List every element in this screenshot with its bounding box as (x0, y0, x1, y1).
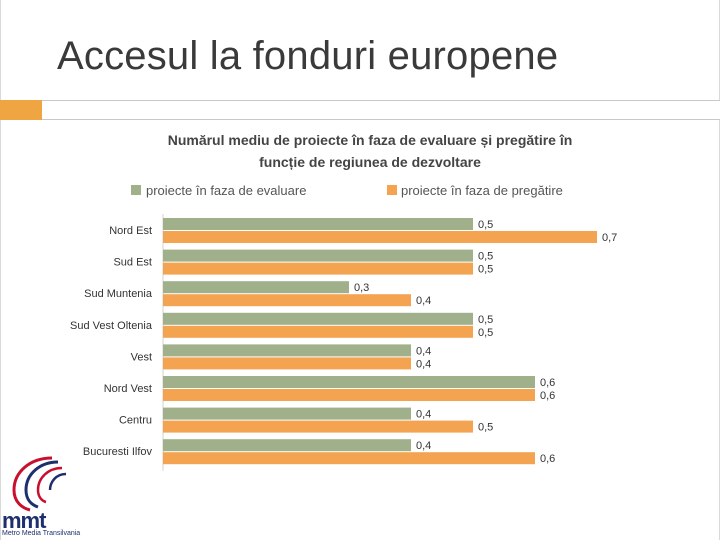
data-label-pregatire-1: 0,7 (602, 232, 617, 244)
bar-pregatire-3 (163, 294, 411, 307)
data-label-evaluare-4: 0,5 (478, 314, 493, 326)
bar-pregatire-7 (163, 420, 473, 433)
category-label-7: Centru (119, 415, 152, 427)
legend-label-2: proiecte în faza de pregătire (401, 183, 563, 198)
data-label-evaluare-1: 0,5 (478, 219, 493, 231)
legend-swatch-1 (131, 185, 141, 195)
bar-pregatire-2 (163, 262, 473, 275)
legend-label-1: proiecte în faza de evaluare (146, 183, 306, 198)
bar-pregatire-1 (163, 231, 597, 243)
category-label-5: Vest (131, 351, 152, 363)
data-label-pregatire-4: 0,5 (478, 327, 493, 339)
chart-title-line-2: funcție de regiunea de dezvoltare (259, 154, 481, 170)
category-label-3: Sud Muntenia (84, 288, 153, 300)
data-label-evaluare-5: 0,4 (416, 345, 431, 357)
data-label-pregatire-6: 0,6 (540, 390, 555, 402)
data-label-evaluare-8: 0,4 (416, 440, 431, 452)
data-label-pregatire-5: 0,4 (416, 358, 431, 370)
data-label-pregatire-3: 0,4 (416, 295, 431, 307)
data-label-evaluare-7: 0,4 (416, 409, 431, 421)
logo-subtitle: Metro Media Transilvania (2, 530, 81, 537)
frame-left-border (0, 0, 1, 540)
data-label-pregatire-8: 0,6 (540, 453, 555, 465)
bar-pregatire-6 (163, 389, 535, 401)
data-label-evaluare-6: 0,6 (540, 377, 555, 389)
category-label-6: Nord Vest (104, 383, 152, 395)
accent-box (0, 100, 42, 120)
bar-chart: Numărul mediu de proiecte în faza de eva… (70, 132, 617, 471)
logo-text: mmt (2, 508, 46, 533)
category-label-4: Sud Vest Oltenia (70, 320, 153, 332)
bar-evaluare-8 (163, 439, 411, 452)
bar-evaluare-1 (163, 218, 473, 230)
bar-pregatire-8 (163, 452, 535, 465)
bar-pregatire-4 (163, 325, 473, 338)
bar-evaluare-3 (163, 281, 349, 294)
data-label-evaluare-3: 0,3 (354, 282, 369, 294)
title-divider (42, 100, 720, 120)
category-label-8: Bucuresti Ilfov (83, 446, 153, 458)
bar-evaluare-7 (163, 407, 411, 420)
chart-title-line-1: Numărul mediu de proiecte în faza de eva… (168, 132, 573, 148)
bar-evaluare-5 (163, 344, 411, 357)
category-label-1: Nord Est (109, 225, 152, 237)
data-label-evaluare-2: 0,5 (478, 251, 493, 263)
bar-evaluare-6 (163, 376, 535, 388)
bar-evaluare-2 (163, 249, 473, 262)
bar-pregatire-5 (163, 357, 411, 370)
bar-evaluare-4 (163, 312, 473, 325)
chart-container: Numărul mediu de proiecte în faza de eva… (0, 125, 720, 475)
data-label-pregatire-2: 0,5 (478, 264, 493, 276)
category-label-2: Sud Est (113, 257, 152, 269)
legend-swatch-2 (387, 185, 397, 195)
data-label-pregatire-7: 0,5 (478, 422, 493, 434)
head-profile-icon (12, 456, 67, 512)
page-title: Accesul la fonduri europene (57, 34, 559, 78)
